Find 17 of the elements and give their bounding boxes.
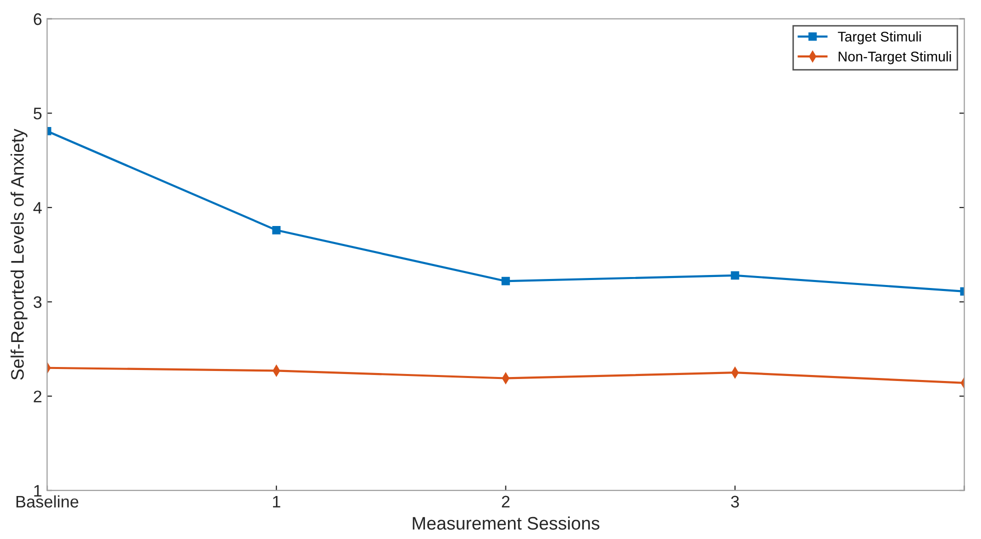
y-tick-label: 1: [34, 485, 42, 497]
point: [272, 226, 281, 234]
y-tick-label: 6: [34, 13, 42, 26]
y-tick-label: 2: [34, 390, 42, 402]
x-tick-label: 2: [502, 496, 510, 508]
x-tick-label: 1: [273, 496, 280, 508]
y-tick-label: 4: [33, 202, 42, 214]
point: [502, 276, 510, 286]
y-axis-title: Self-Reported Levels of Anxiety: [10, 128, 28, 380]
legend-label: Non-Target Stimuli: [838, 51, 951, 64]
x-tick-label: 3: [731, 496, 739, 508]
y-tick-label: 5: [34, 108, 42, 120]
legend-label: Target Stimuli: [838, 31, 921, 44]
x-axis-title: Measurement Sessions: [412, 516, 600, 530]
y-tick-label: 3: [34, 296, 42, 308]
point: [730, 271, 740, 280]
x-tick-label: Baseline: [16, 495, 78, 508]
